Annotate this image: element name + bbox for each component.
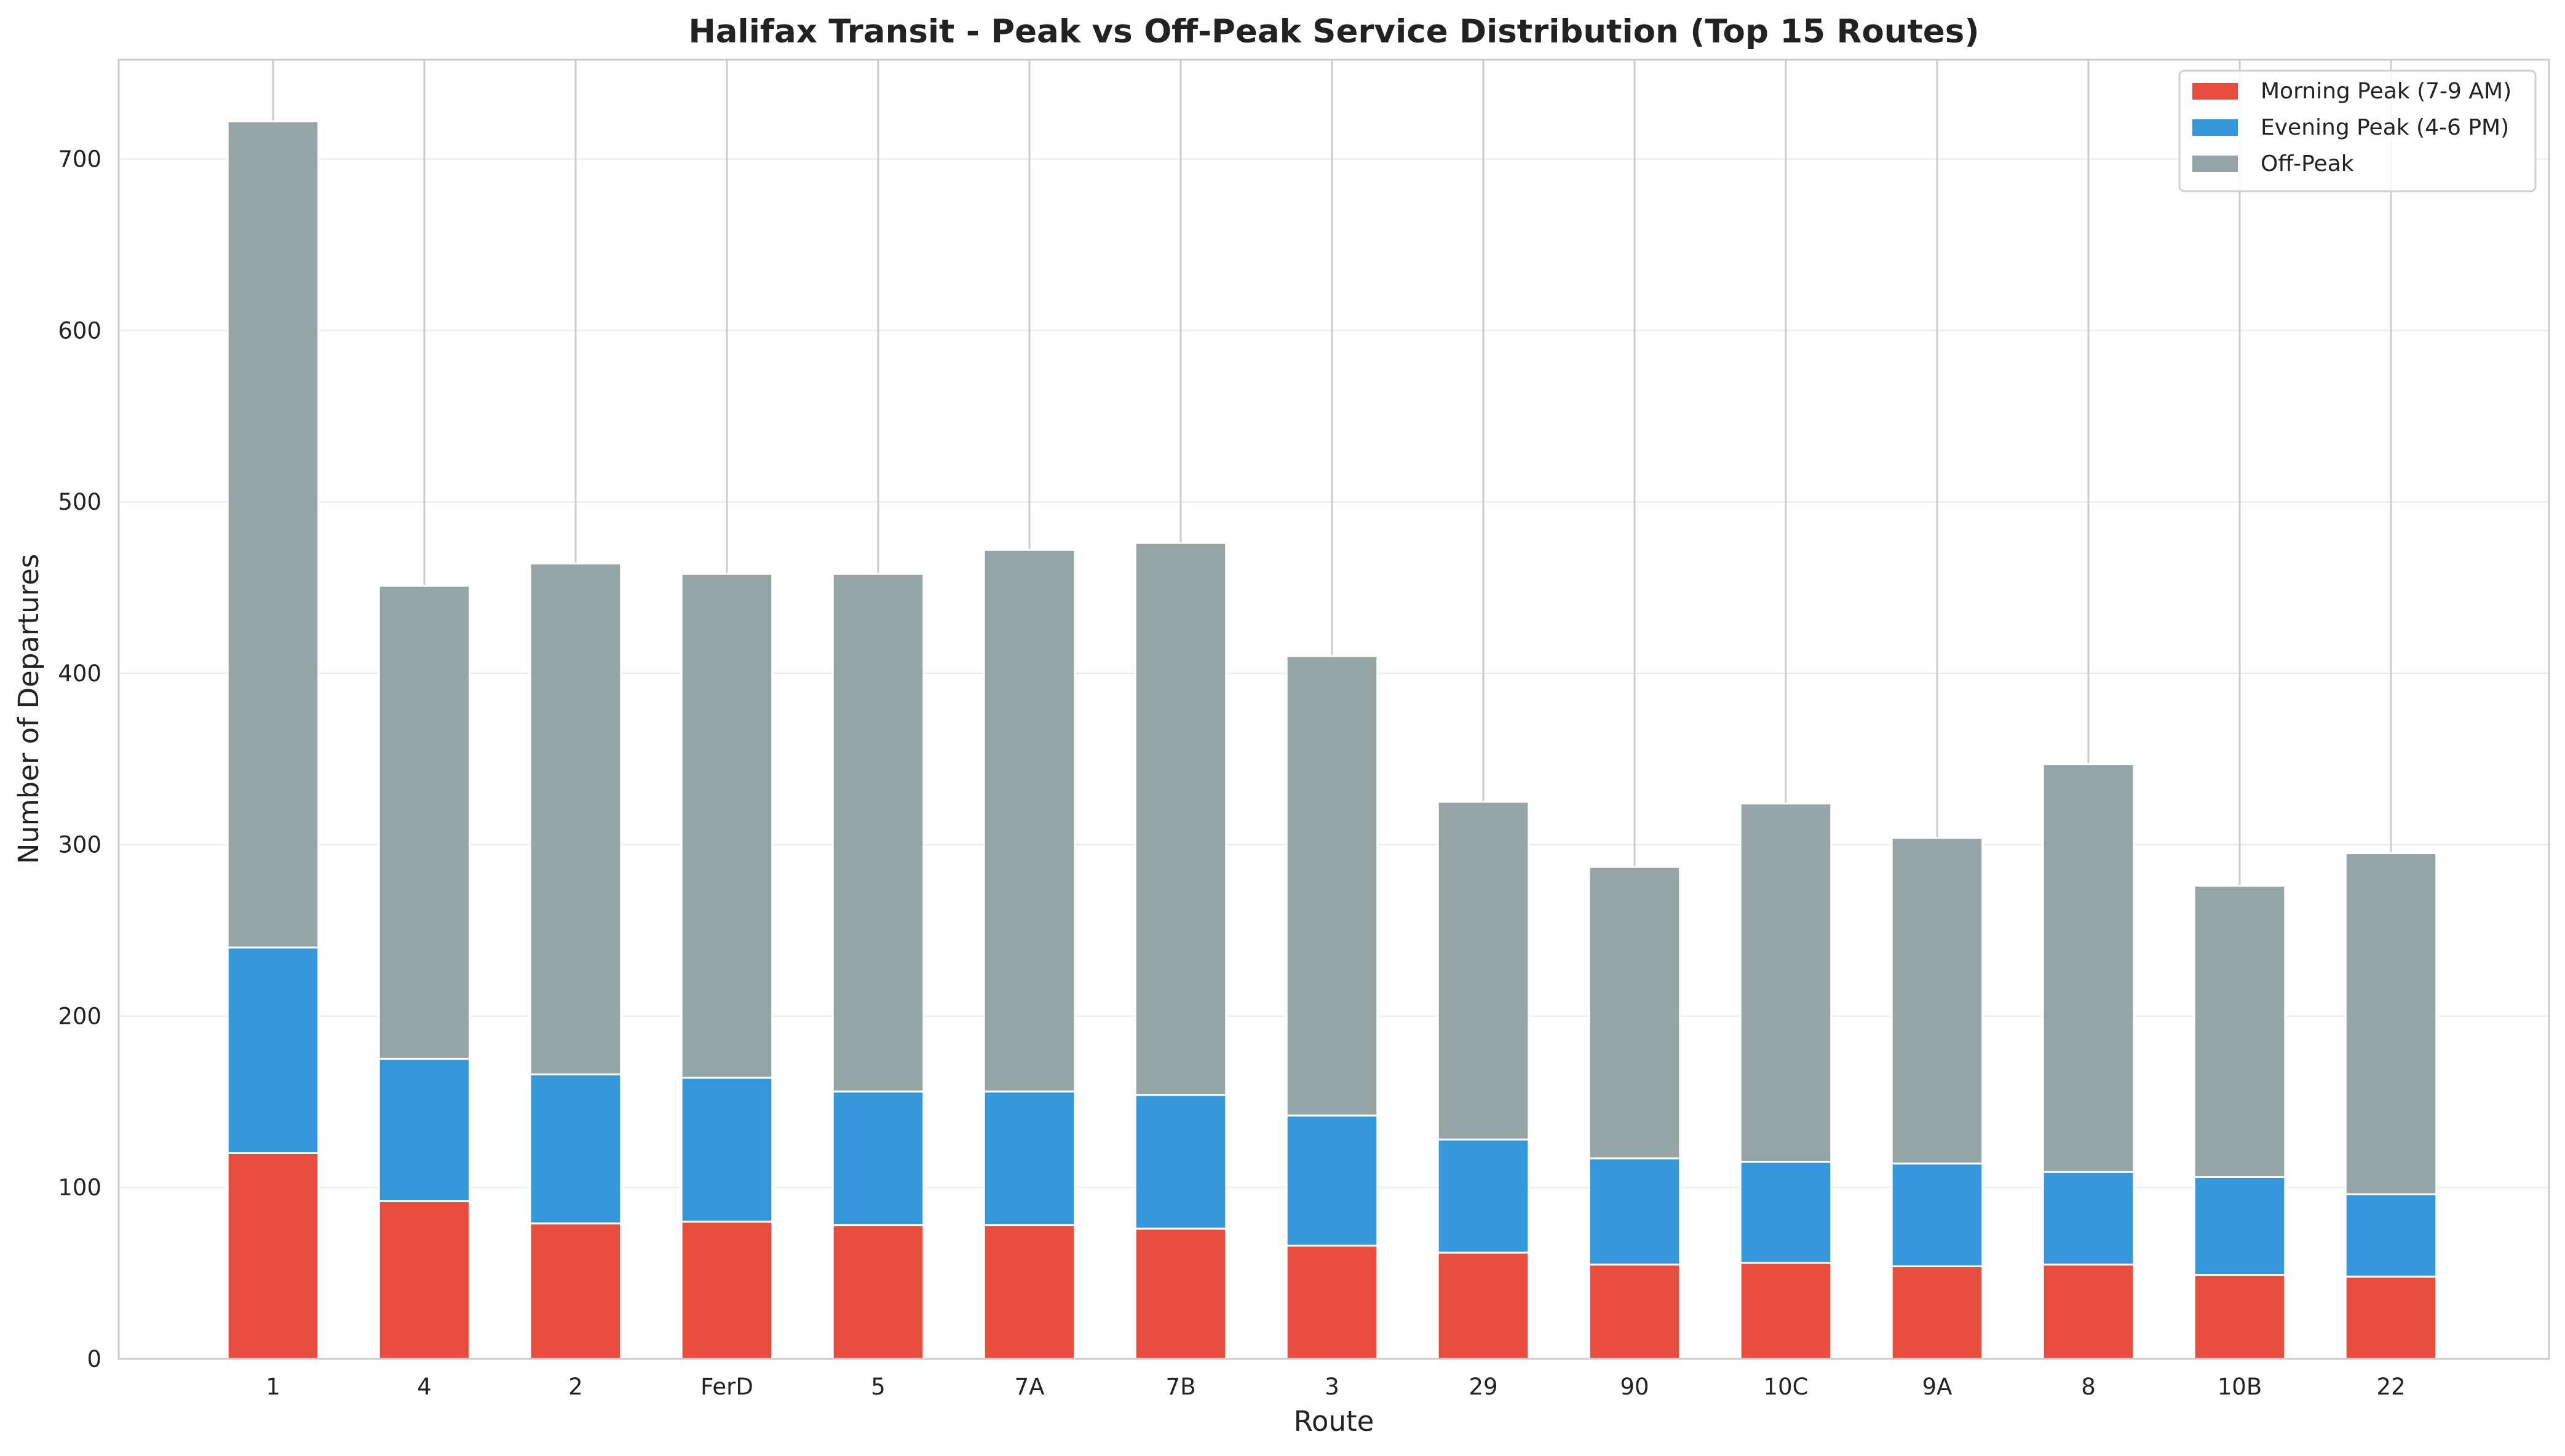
bar-evening-peak-4-6-pm-route-10c	[1739, 1160, 1833, 1264]
bar-morning-peak-7-9-am-route-5	[831, 1224, 925, 1360]
x-tick-label: 29	[1469, 1374, 1497, 1400]
bar-evening-peak-4-6-pm-route-90	[1588, 1157, 1681, 1266]
bar-evening-peak-4-6-pm-route-7b	[1134, 1094, 1227, 1230]
bar-evening-peak-4-6-pm-route-3	[1285, 1114, 1379, 1247]
bar-morning-peak-7-9-am-route-10c	[1739, 1262, 1833, 1360]
legend-label-off-peak: Off-Peak	[2261, 151, 2354, 176]
legend-label-morning-peak-7-9-am: Morning Peak (7-9 AM)	[2261, 79, 2511, 104]
x-axis-label: Route	[1294, 1405, 1374, 1438]
bar-off-peak-route-2	[529, 563, 622, 1075]
bar-off-peak-route-22	[2344, 852, 2438, 1195]
x-tick-label: 22	[2376, 1374, 2405, 1400]
bar-morning-peak-7-9-am-route-2	[529, 1222, 622, 1360]
legend-swatch-morning-peak-7-9-am	[2192, 83, 2238, 100]
bar-off-peak-route-29	[1437, 801, 1530, 1141]
x-tick-label: 7A	[1015, 1374, 1045, 1400]
bar-morning-peak-7-9-am-route-4	[378, 1200, 471, 1360]
x-tick-label: 1	[266, 1374, 280, 1400]
x-tick-label: 4	[417, 1374, 432, 1400]
legend: Morning Peak (7-9 AM) Evening Peak (4-6 P…	[2178, 69, 2537, 192]
bar-off-peak-route-3	[1285, 655, 1379, 1117]
bar-morning-peak-7-9-am-route-3	[1285, 1244, 1379, 1360]
y-axis-label: Number of Departures	[12, 554, 45, 865]
bar-evening-peak-4-6-pm-route-1	[226, 946, 320, 1154]
bar-evening-peak-4-6-pm-route-10b	[2193, 1176, 2286, 1276]
chart-title: Halifax Transit - Peak vs Off-Peak Servi…	[688, 13, 1979, 50]
x-tick-label: 9A	[1922, 1374, 1952, 1400]
bar-evening-peak-4-6-pm-route-5	[831, 1090, 925, 1227]
y-tick-label: 0	[87, 1346, 101, 1372]
legend-swatch-evening-peak-4-6-pm	[2192, 119, 2238, 136]
legend-label-evening-peak-4-6-pm: Evening Peak (4-6 PM)	[2261, 115, 2509, 140]
y-tick-labels: 0 100 200 300 400 500 600 700	[58, 146, 101, 1372]
x-tick-label: 10C	[1764, 1374, 1809, 1400]
x-tick-label: 7B	[1166, 1374, 1196, 1400]
bar-off-peak-route-4	[378, 585, 471, 1060]
x-tick-label: 3	[1325, 1374, 1339, 1400]
y-tick-label: 100	[58, 1174, 101, 1201]
bar-evening-peak-4-6-pm-route-2	[529, 1073, 622, 1225]
bar-morning-peak-7-9-am-route-ferd	[680, 1221, 774, 1360]
bar-evening-peak-4-6-pm-route-7a	[983, 1090, 1076, 1227]
x-tick-label: FerD	[700, 1374, 753, 1400]
bar-off-peak-route-10b	[2193, 885, 2286, 1179]
x-tick-label: 5	[871, 1374, 886, 1400]
bar-off-peak-route-8	[2042, 763, 2135, 1173]
bar-off-peak-route-5	[831, 572, 925, 1093]
legend-swatch-off-peak	[2192, 156, 2238, 172]
bar-morning-peak-7-9-am-route-7b	[1134, 1227, 1227, 1360]
bar-off-peak-route-ferd	[680, 572, 774, 1079]
y-tick-label: 200	[58, 1003, 101, 1029]
x-tick-label: 2	[568, 1374, 583, 1400]
bar-evening-peak-4-6-pm-route-4	[378, 1058, 471, 1203]
bars	[226, 120, 2438, 1360]
y-tick-label: 600	[58, 317, 101, 344]
bar-off-peak-route-10c	[1739, 802, 1833, 1163]
bar-morning-peak-7-9-am-route-7a	[983, 1224, 1076, 1360]
plot-frame	[117, 58, 2550, 1360]
bar-off-peak-route-7a	[983, 548, 1076, 1093]
bar-off-peak-route-9a	[1890, 837, 1984, 1165]
x-tick-label: 8	[2081, 1374, 2096, 1400]
legend-box	[2178, 69, 2537, 192]
bar-evening-peak-4-6-pm-route-ferd	[680, 1077, 774, 1223]
bar-morning-peak-7-9-am-route-90	[1588, 1264, 1681, 1360]
bar-off-peak-route-90	[1588, 866, 1681, 1160]
bar-evening-peak-4-6-pm-route-29	[1437, 1138, 1530, 1254]
y-tick-label: 300	[58, 832, 101, 858]
y-tick-label: 500	[58, 489, 101, 515]
bar-morning-peak-7-9-am-route-8	[2042, 1264, 2135, 1360]
bar-morning-peak-7-9-am-route-9a	[1890, 1265, 1984, 1360]
bar-morning-peak-7-9-am-route-22	[2344, 1275, 2438, 1360]
y-tick-label: 700	[58, 146, 101, 173]
bar-evening-peak-4-6-pm-route-8	[2042, 1171, 2135, 1266]
y-tick-label: 400	[58, 660, 101, 687]
bar-morning-peak-7-9-am-route-10b	[2193, 1273, 2286, 1360]
x-tick-label: 90	[1620, 1374, 1649, 1400]
x-tick-labels: 1 4 2 FerD 5 7A 7B 3 29 90 10C 9A 8 10B 22	[266, 1374, 2405, 1400]
bar-evening-peak-4-6-pm-route-9a	[1890, 1162, 1984, 1267]
bar-morning-peak-7-9-am-route-29	[1437, 1251, 1530, 1360]
bar-morning-peak-7-9-am-route-1	[226, 1152, 320, 1360]
x-tick-label: 10B	[2218, 1374, 2262, 1400]
bar-evening-peak-4-6-pm-route-22	[2344, 1193, 2438, 1278]
bar-off-peak-route-1	[226, 120, 320, 949]
bar-off-peak-route-7b	[1134, 542, 1227, 1096]
